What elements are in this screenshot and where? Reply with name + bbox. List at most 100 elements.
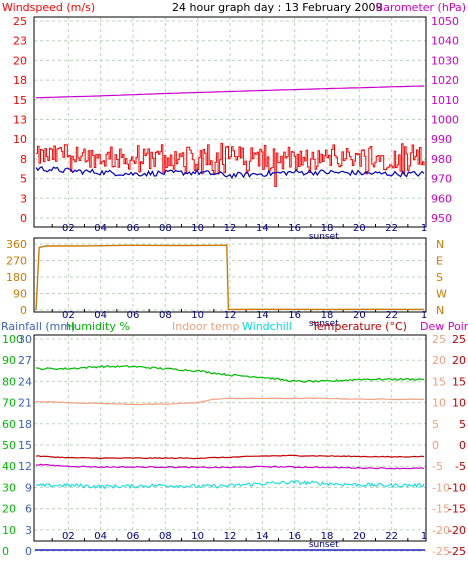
panel3-humidity-tick-20: 20 [2, 503, 16, 516]
panel3-humidity-tick-40: 40 [2, 460, 16, 473]
panel3-rain-tick-30: 30 [18, 333, 32, 346]
panel1-x-tick-20: 20 [353, 223, 366, 234]
panel3-rain-tick-15: 15 [18, 439, 32, 452]
series-barometer [35, 85, 425, 99]
panel2-x-tick-04: 04 [94, 310, 107, 321]
panel1-x-tick-18: 18 [321, 223, 334, 234]
panel3-temp2-tick--10: -10 [448, 481, 466, 494]
panel3-rain-tick-9: 9 [25, 481, 32, 494]
panel3-rain-tick-24: 24 [18, 375, 32, 388]
panel3-rain-tick-0: 0 [25, 545, 32, 557]
panel1-x-tick-22: 22 [385, 223, 398, 234]
panel2-x-tick-06: 06 [127, 310, 140, 321]
panel3-temp2-tick--5: -5 [455, 460, 466, 473]
panel2-left-tick-360: 360 [6, 238, 27, 251]
legend-rainfall: Rainfall (mm) [1, 320, 75, 333]
series-windspeed [36, 142, 425, 187]
panel1-x-tick-08: 08 [159, 223, 172, 234]
panel1-left-tick-15: 15 [13, 94, 27, 107]
panel2-left-tick-0: 0 [20, 304, 27, 317]
panel3-rain-tick-21: 21 [18, 397, 32, 410]
panel3-temp-tick-5: 5 [432, 418, 439, 431]
panel3-temp2-tick--20: -20 [448, 524, 466, 537]
panel1-x-tick-16: 16 [288, 223, 301, 234]
panel3-x-tick-04: 04 [94, 531, 107, 542]
panel3-sunset-label: sunset [309, 540, 339, 550]
series-dew-point [35, 463, 425, 470]
panel3-rain-tick-12: 12 [18, 460, 32, 473]
panel2-x-tick-10: 10 [191, 310, 204, 321]
panel1-x-end-tick: 1 [421, 223, 427, 234]
panel3-temp2-tick--15: -15 [448, 503, 466, 516]
panel3-rain-tick-3: 3 [25, 524, 32, 537]
panel3-x-end-tick: 1 [421, 531, 427, 542]
panel2-frame [33, 237, 427, 313]
panel1-right-tick-1020: 1020 [431, 74, 459, 87]
panel3-temp-tick--20: -20 [432, 524, 450, 537]
panel1-x-tick-04: 04 [94, 223, 107, 234]
panel2-right-tick-E: E [436, 255, 443, 268]
legend-windchill: Windchill [242, 320, 292, 333]
panel3-humidity-tick-100: 100 [2, 333, 23, 346]
panel1-left-tick-20: 20 [13, 54, 27, 67]
series-windchill [35, 480, 425, 490]
panel1-right-tick-1030: 1030 [431, 54, 459, 67]
panel3-x-tick-22: 22 [385, 531, 398, 542]
panel2-x-tick-16: 16 [288, 310, 301, 321]
panel1-x-tick-12: 12 [224, 223, 237, 234]
panel1-x-tick-10: 10 [191, 223, 204, 234]
panel1-left-tick-0: 0 [20, 212, 27, 225]
panel1-x-tick-06: 06 [127, 223, 140, 234]
panel3-x-tick-14: 14 [256, 531, 269, 542]
panel1-left-tick-23: 23 [13, 35, 27, 48]
panel2-right-tick-W: W [436, 288, 447, 301]
panel1-right-tick-1050: 1050 [431, 15, 459, 28]
panel3-temp2-tick-10: 10 [452, 397, 466, 410]
panel3-humidity-tick-70: 70 [2, 397, 16, 410]
panel1-right-tick-990: 990 [431, 133, 452, 146]
panel3-x-tick-10: 10 [191, 531, 204, 542]
panel1-left-tick-13: 13 [13, 114, 27, 127]
panel3-temp-tick-20: 20 [432, 354, 446, 367]
panel3-humidity-tick-80: 80 [2, 375, 16, 388]
panel3-frame [33, 334, 427, 542]
panel1-left-tick-5: 5 [20, 173, 27, 186]
panel3-humidity-tick-50: 50 [2, 439, 16, 452]
panel2-x-tick-12: 12 [224, 310, 237, 321]
panel3-humidity-tick-0: 0 [2, 545, 9, 557]
panel2-x-tick-14: 14 [256, 310, 269, 321]
panel1-right-tick-1040: 1040 [431, 35, 459, 48]
panel3-x-tick-20: 20 [353, 531, 366, 542]
panel3-temp-tick--10: -10 [432, 481, 450, 494]
panel3-temp-tick-0: 0 [432, 439, 439, 452]
panel3-temp-tick--5: -5 [432, 460, 443, 473]
panel3-x-tick-06: 06 [127, 531, 140, 542]
panel1-x-tick-02: 02 [62, 223, 75, 234]
panel1-right-tick-970: 970 [431, 173, 452, 186]
panel2-sunset-label: sunset [309, 319, 339, 329]
panel2-right-tick-N: N [436, 238, 444, 251]
panel3-x-tick-08: 08 [159, 531, 172, 542]
panel1-sunset-label: sunset [309, 232, 339, 242]
panel3-temp2-tick-5: 5 [459, 418, 466, 431]
panel3-legend: Rainfall (mm) Humidity % Indoor temp Win… [1, 320, 468, 333]
panel3-rain-tick-18: 18 [18, 418, 32, 431]
panel1-title: 24 hour graph day : 13 February 2009 [172, 1, 383, 14]
series-average-wind [35, 166, 425, 180]
panel3-temp2-tick--25: -25 [448, 545, 466, 557]
panel1-left-tick-25: 25 [13, 15, 27, 28]
legend-indoor-temp: Indoor temp [172, 320, 239, 333]
panel3-temp2-tick-25: 25 [452, 333, 466, 346]
panel3-humidity-tick-60: 60 [2, 418, 16, 431]
panel1-left-tick-3: 3 [20, 192, 27, 205]
panel2-right-tick-N: N [436, 304, 444, 317]
panel1-x-tick-14: 14 [256, 223, 269, 234]
wind-barometer-panel: Windspeed (m/s) 24 hour graph day : 13 F… [2, 1, 466, 242]
panel3-temp-tick-25: 25 [432, 333, 446, 346]
panel3-temp-tick--25: -25 [432, 545, 450, 557]
panel3-temp2-tick-20: 20 [452, 354, 466, 367]
series-wind-direction [35, 244, 425, 311]
panel3-rain-tick-6: 6 [25, 503, 32, 516]
series-indoor-temp [35, 397, 425, 406]
